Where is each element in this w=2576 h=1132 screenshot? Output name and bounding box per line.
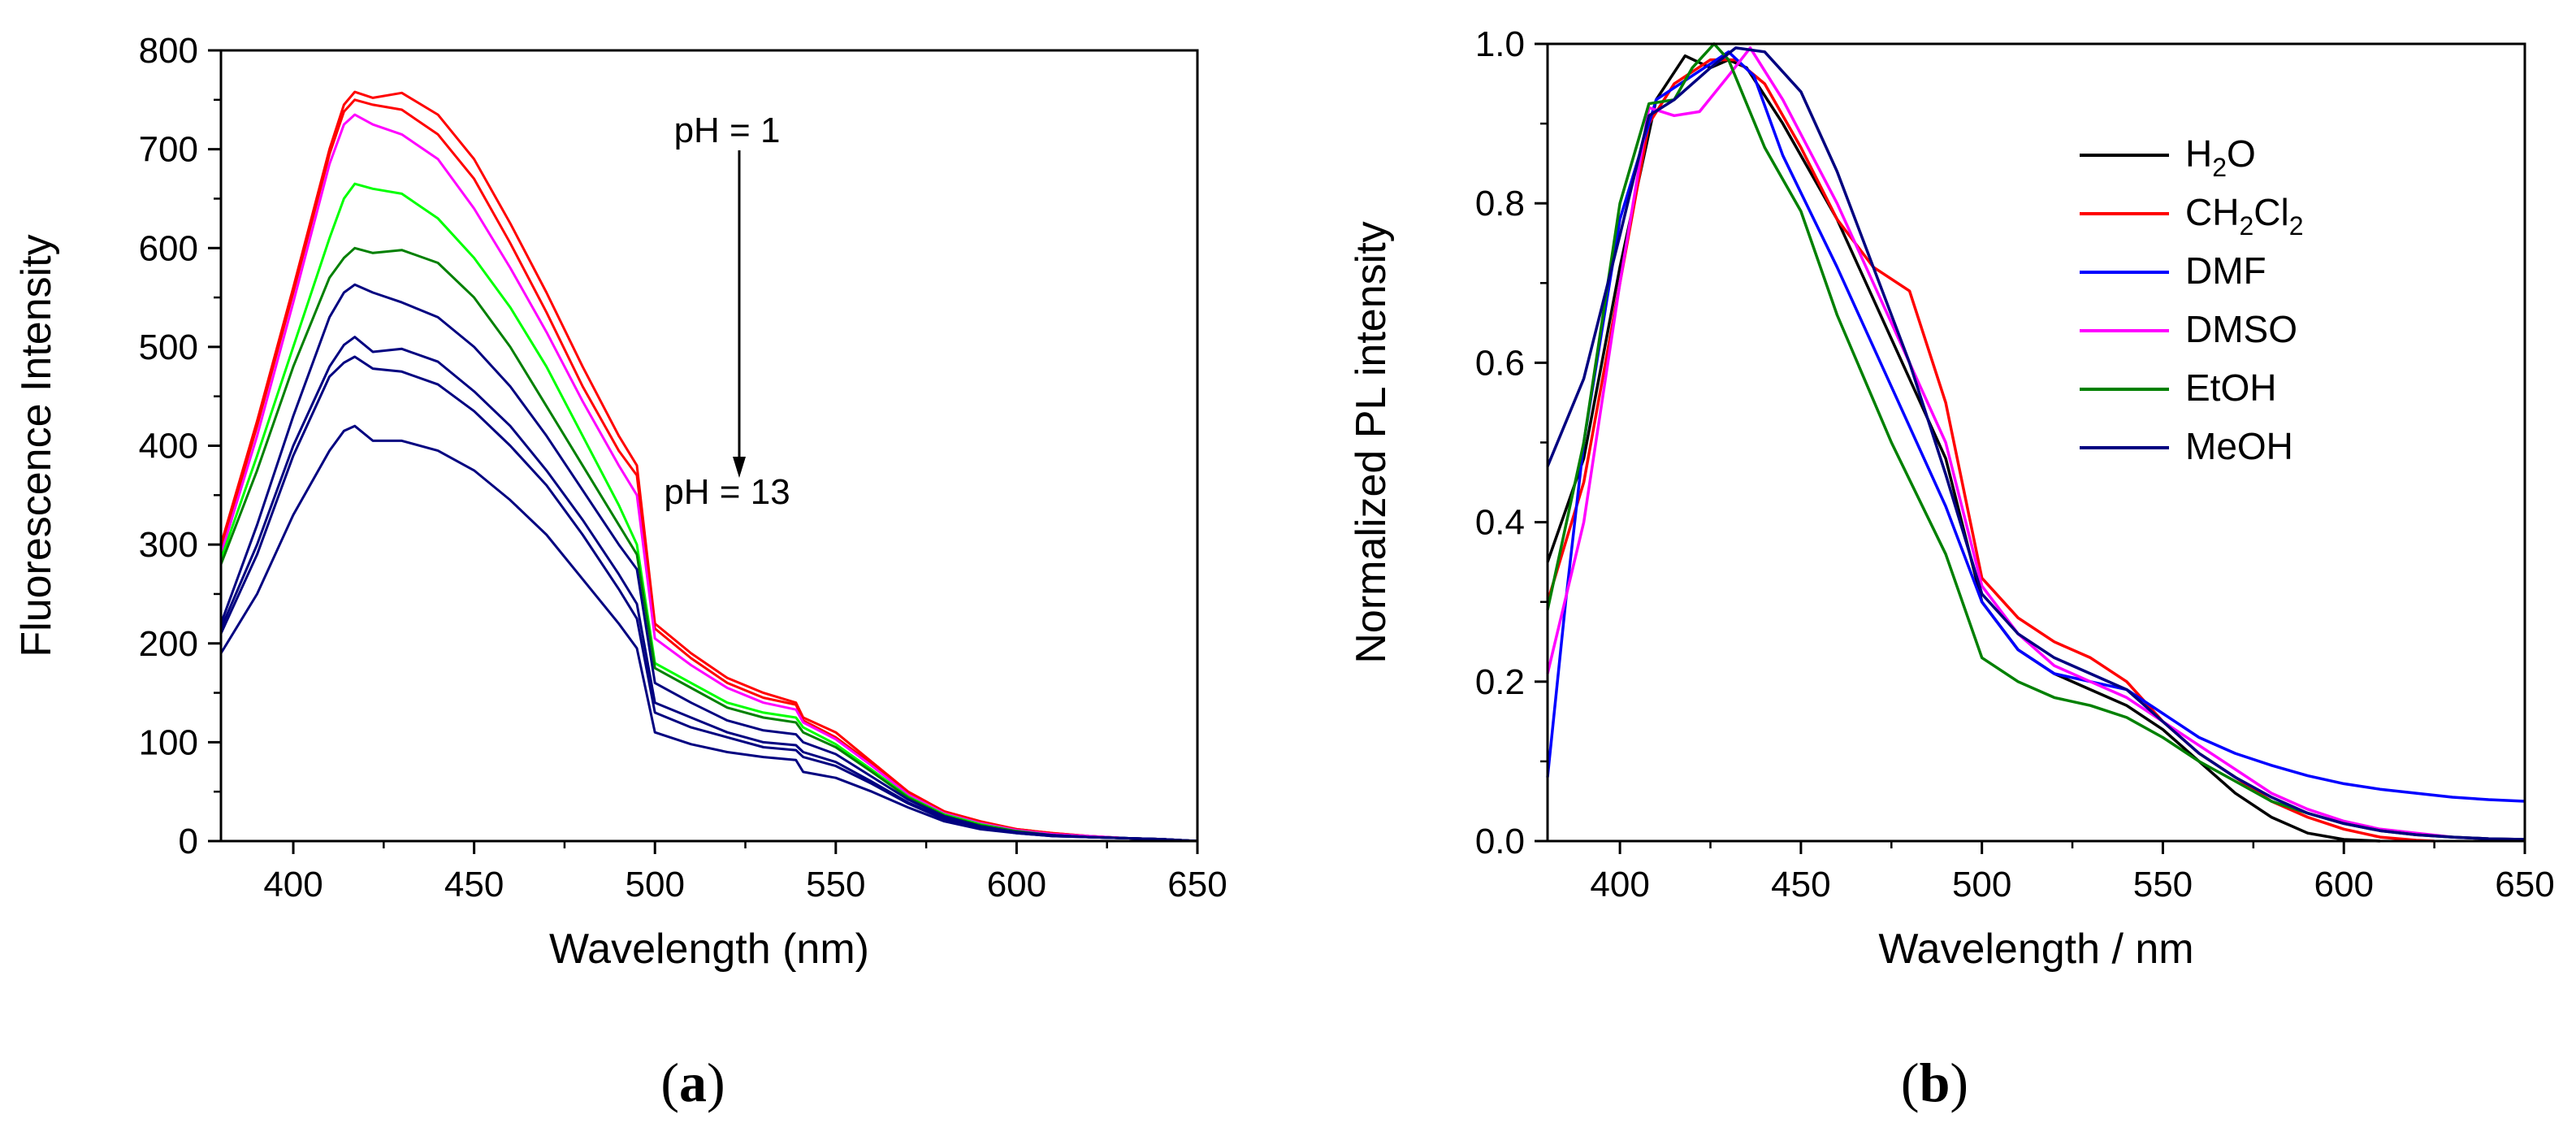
panel-b-chart: 400 450 500 550 600 650 0.0 0.2 0.4 0.6 0.8 1.0 Wav…: [1348, 24, 2555, 1113]
arrow-head: [733, 457, 746, 478]
panel-a-label: (a): [660, 1052, 725, 1113]
panel-b-series-line-ch2cl2: [1546, 58, 2435, 843]
panel-a-series-line-5: [219, 246, 1198, 843]
a-y-tick-label: 200: [139, 624, 198, 664]
a-y-tick-label: 0: [179, 822, 198, 861]
a-x-tick-label: 500: [626, 865, 685, 904]
b-x-tick-label: 600: [2314, 865, 2374, 904]
legend-item-ch2cl2: CH2Cl2: [2080, 191, 2304, 241]
annotation-ph-13: pH = 13: [664, 472, 790, 512]
panel-a-series-line-7: [219, 336, 1198, 843]
a-plot-frame: [219, 49, 1199, 843]
b-y-tick-label: 1.0: [1475, 24, 1525, 64]
a-y-tick-label: 800: [139, 31, 198, 71]
a-x-tick-label: 400: [263, 865, 323, 904]
panel-b-x-axis-title: Wavelength / nm: [1878, 926, 2193, 973]
panel-b-ticks: 400 450 500 550 600 650 0.0 0.2 0.4 0.6 0.8 1.0: [1475, 24, 2555, 904]
panel-a-label-text: (a): [660, 1052, 725, 1113]
panel-b-legend: H2O CH2Cl2 DMF DMSO EtOH MeOH: [2080, 132, 2304, 467]
a-y-tick-label: 700: [139, 130, 198, 170]
b-y-tick-label: 0.4: [1475, 503, 1525, 543]
panel-a-ticks: 400 450 500 550 600 650 0 100 200 300 400 500 600 700…: [139, 31, 1227, 904]
b-y-tick-label: 0.6: [1475, 343, 1525, 383]
a-y-tick-label: 100: [139, 722, 198, 762]
panel-a-x-axis-title: Wavelength (nm): [549, 926, 869, 973]
legend-label: DMF: [2185, 249, 2266, 292]
panel-a-series-line-1: [219, 90, 1198, 843]
legend-item-dmf: DMF: [2080, 249, 2266, 292]
panel-b-series-group: [1546, 42, 2526, 843]
b-x-tick-label: 550: [2133, 865, 2193, 904]
b-x-tick-label: 650: [2495, 865, 2554, 904]
panel-a-chart: 400 450 500 550 600 650 0 100 200 300 400 500 600 700…: [13, 31, 1227, 1113]
panel-b-label-text: (b): [1901, 1052, 1968, 1113]
a-y-tick-label: 400: [139, 427, 198, 466]
b-y-tick-label: 0.0: [1475, 822, 1525, 861]
legend-item-meoh: MeOH: [2080, 425, 2293, 467]
a-y-tick-label: 300: [139, 525, 198, 565]
legend-label: EtOH: [2185, 366, 2276, 409]
legend-item-dmso: DMSO: [2080, 308, 2297, 350]
panel-a-series-line-8: [219, 355, 1198, 843]
panel-b-series-line-meoh: [1546, 46, 2526, 841]
legend-label: DMSO: [2185, 308, 2297, 350]
panel-a-y-axis-title: Fluorescence Intensity: [13, 234, 60, 657]
b-plot-frame: [1546, 42, 2526, 843]
b-y-tick-label: 0.8: [1475, 184, 1525, 223]
legend-item-etoh: EtOH: [2080, 366, 2276, 409]
panel-a-series-line-6: [219, 283, 1198, 843]
legend-label: CH2Cl2: [2185, 191, 2304, 241]
ph-direction-arrow: [733, 150, 746, 478]
panel-b-series-line-dmf: [1546, 50, 2526, 803]
a-x-tick-label: 550: [806, 865, 865, 904]
a-y-tick-label: 500: [139, 327, 198, 367]
panel-b-y-axis-title: Normalized PL intensity: [1348, 221, 1395, 663]
panel-b-axes: [1546, 42, 2526, 843]
panel-b-series-line-etoh: [1546, 42, 2526, 841]
b-x-tick-label: 450: [1771, 865, 1830, 904]
legend-item-h2o: H2O: [2080, 132, 2256, 182]
panel-a-axes: [219, 49, 1199, 843]
a-y-tick-label: 600: [139, 228, 198, 268]
a-x-tick-label: 450: [444, 865, 504, 904]
a-x-tick-label: 600: [987, 865, 1046, 904]
panel-b-label: (b): [1901, 1052, 1968, 1113]
panel-a-series-group: [219, 90, 1198, 843]
legend-label: MeOH: [2185, 425, 2293, 467]
b-x-tick-label: 500: [1952, 865, 2011, 904]
b-y-tick-label: 0.2: [1475, 662, 1525, 702]
a-x-tick-label: 650: [1167, 865, 1227, 904]
panel-b-series-line-dmso: [1546, 46, 2526, 841]
legend-label: H2O: [2185, 132, 2256, 182]
panel-a-series-line-9: [219, 424, 1198, 843]
b-x-tick-label: 400: [1590, 865, 1649, 904]
annotation-ph-1: pH = 1: [674, 111, 781, 150]
panel-a-series-line-2: [219, 98, 1198, 843]
panel-a-series-line-4: [219, 182, 1198, 843]
